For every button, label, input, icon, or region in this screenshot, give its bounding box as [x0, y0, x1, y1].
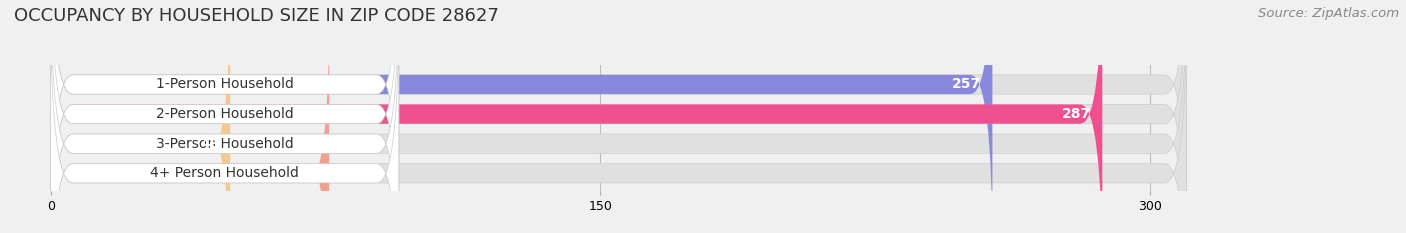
Text: Source: ZipAtlas.com: Source: ZipAtlas.com	[1258, 7, 1399, 20]
Text: 49: 49	[200, 137, 219, 151]
FancyBboxPatch shape	[51, 0, 399, 233]
Text: 287: 287	[1062, 107, 1091, 121]
FancyBboxPatch shape	[51, 0, 399, 233]
FancyBboxPatch shape	[51, 0, 993, 233]
FancyBboxPatch shape	[51, 0, 231, 233]
Text: 257: 257	[952, 78, 981, 92]
FancyBboxPatch shape	[51, 0, 1102, 233]
FancyBboxPatch shape	[51, 0, 1187, 233]
FancyBboxPatch shape	[51, 0, 1187, 233]
FancyBboxPatch shape	[51, 0, 1187, 233]
FancyBboxPatch shape	[51, 5, 1187, 233]
FancyBboxPatch shape	[51, 5, 399, 233]
FancyBboxPatch shape	[51, 5, 329, 233]
Text: 1-Person Household: 1-Person Household	[156, 78, 294, 92]
Text: 3-Person Household: 3-Person Household	[156, 137, 294, 151]
Text: OCCUPANCY BY HOUSEHOLD SIZE IN ZIP CODE 28627: OCCUPANCY BY HOUSEHOLD SIZE IN ZIP CODE …	[14, 7, 499, 25]
Text: 2-Person Household: 2-Person Household	[156, 107, 294, 121]
FancyBboxPatch shape	[51, 0, 399, 233]
Text: 4+ Person Household: 4+ Person Household	[150, 166, 299, 180]
Text: 76: 76	[299, 166, 318, 180]
